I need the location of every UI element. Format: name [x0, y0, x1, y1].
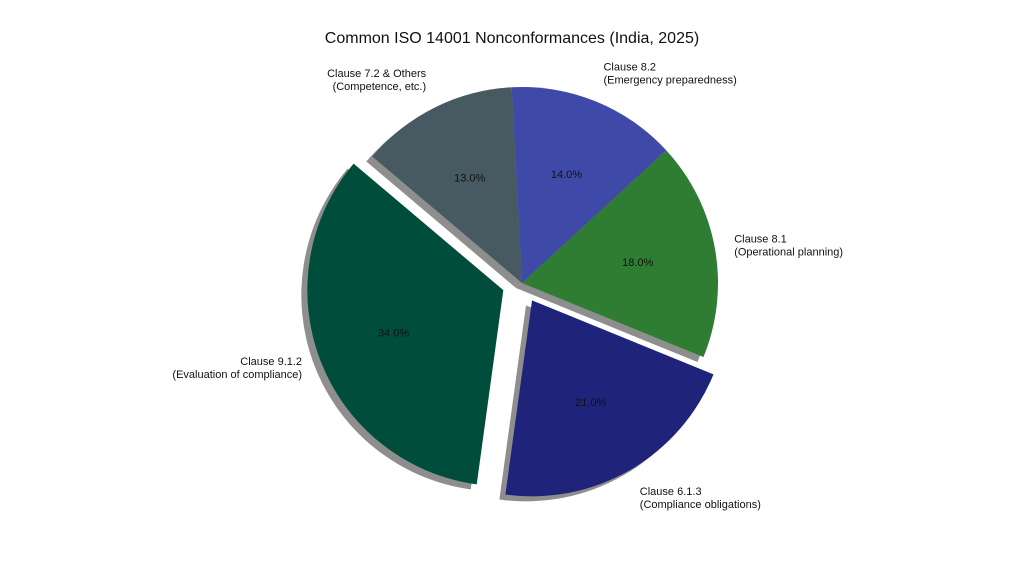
- slice-percent-label: 21.0%: [575, 397, 606, 409]
- slice-category-label-line: Clause 9.1.2: [240, 356, 302, 368]
- pie-slice-2: [522, 150, 718, 358]
- slice-percent-label: 14.0%: [551, 169, 582, 181]
- slice-category-label: Clause 6.1.3 (Compliance obligations): [640, 486, 761, 511]
- slice-percent-label: 18.0%: [622, 257, 653, 269]
- slice-category-label-line: (Operational planning): [734, 246, 843, 258]
- pie-slice-1: [511, 87, 667, 283]
- slice-category-label: Clause 8.1 (Operational planning): [734, 233, 843, 258]
- pie-slice-5: [372, 87, 522, 283]
- pie-slice-4: [307, 163, 504, 485]
- slice-category-label-line: (Competence, etc.): [333, 81, 427, 93]
- pie-slice-3: [505, 300, 714, 497]
- slice-category-label: Clause 9.1.2 (Evaluation of compliance): [172, 356, 302, 381]
- slice-category-label-line: Clause 8.1: [734, 233, 787, 245]
- chart-title: Common ISO 14001 Nonconformances (India,…: [324, 30, 700, 47]
- slice-category-label-line: (Emergency preparedness): [603, 74, 736, 86]
- slice-category-label-line: Clause 6.1.3: [640, 486, 702, 498]
- slice-category-label-line: (Evaluation of compliance): [172, 369, 302, 381]
- slice-category-label: Clause 7.2 & Others (Competence, etc.): [327, 68, 427, 93]
- slice-percent-label: 13.0%: [454, 173, 485, 185]
- slice-category-label-line: Clause 8.2: [603, 61, 656, 73]
- slice-category-label-line: Clause 7.2 & Others: [327, 68, 427, 80]
- slice-category-label-line: (Compliance obligations): [640, 499, 761, 511]
- slice-percent-label: 34.0%: [378, 327, 409, 339]
- slice-category-label: Clause 8.2 (Emergency preparedness): [603, 61, 736, 86]
